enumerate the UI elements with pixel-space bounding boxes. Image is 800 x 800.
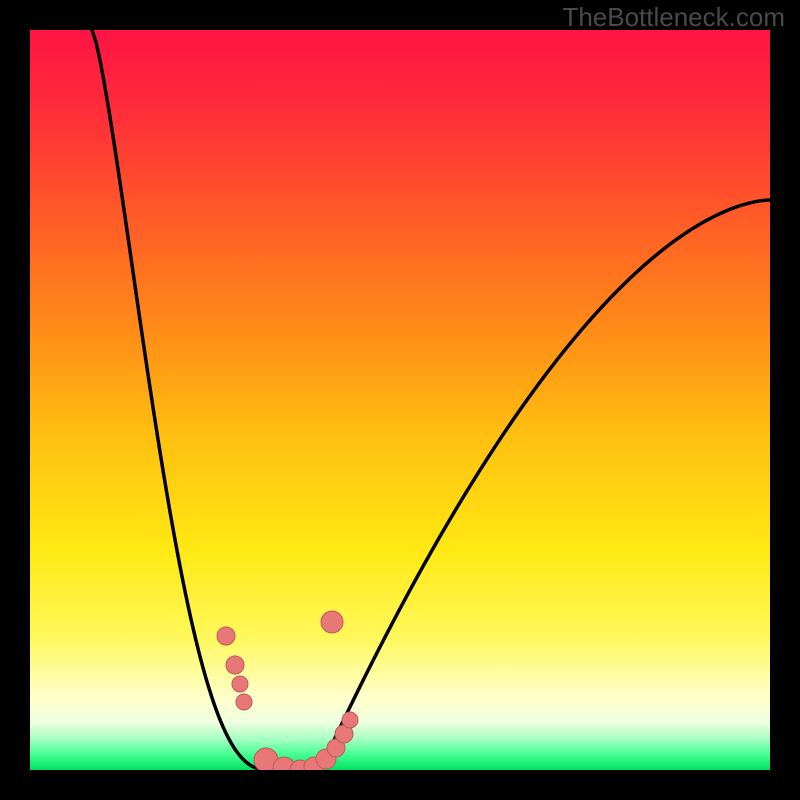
watermark: TheBottleneck.com xyxy=(562,2,785,32)
marker-point xyxy=(217,627,235,645)
marker-point xyxy=(226,656,244,674)
marker-point xyxy=(321,611,343,633)
marker-point xyxy=(232,676,248,692)
marker-point xyxy=(342,712,358,728)
plot-area xyxy=(30,30,770,770)
marker-point xyxy=(236,694,252,710)
